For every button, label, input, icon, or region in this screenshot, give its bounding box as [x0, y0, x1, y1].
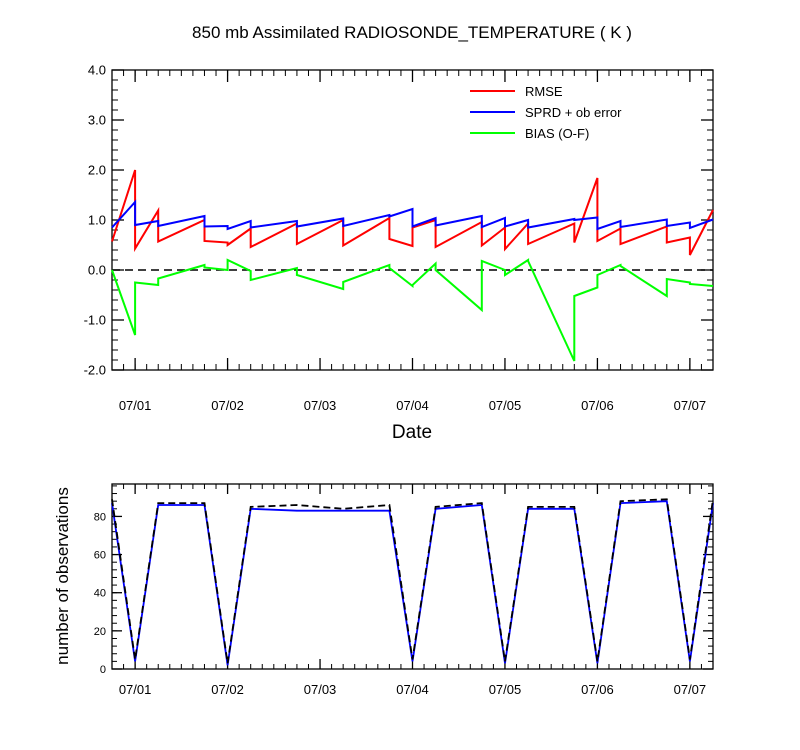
y-tick-label: 1.0: [88, 213, 106, 228]
y-axis-label: number of observations: [53, 487, 72, 665]
y-tick-label: 40: [94, 588, 106, 600]
x-tick-label: 07/04: [396, 398, 429, 413]
legend-label: BIAS (O-F): [525, 126, 589, 141]
y-tick-label: 60: [94, 550, 106, 562]
y-tick-label: 4.0: [88, 63, 106, 78]
series-line-bias-o-f: [111, 258, 714, 362]
x-tick-label: 07/06: [581, 682, 614, 697]
x-tick-label: 07/07: [674, 398, 707, 413]
x-axis-label: Date: [392, 422, 432, 443]
top-chart: 850 mb Assimilated RADIOSONDE_TEMPERATUR…: [84, 23, 714, 443]
bottom-chart: 80 60 40 20 0 07/01 07/02 07/03 07/04 07/05 07/06 0…: [53, 483, 714, 697]
x-tick-label: 07/07: [674, 682, 707, 697]
y-tick-label: 80: [94, 511, 106, 523]
x-tick-label: 07/01: [119, 398, 152, 413]
legend-label: SPRD + ob error: [525, 105, 622, 120]
x-tick-label: 07/03: [304, 398, 337, 413]
y-tick-label: -2.0: [84, 363, 106, 378]
y-tick-label: 2.0: [88, 163, 106, 178]
x-tick-label: 07/02: [211, 398, 244, 413]
y-tick-label: -1.0: [84, 313, 106, 328]
series-line-dashed: [111, 498, 714, 664]
x-tick-label: 07/05: [489, 682, 522, 697]
x-tick-label: 07/03: [304, 682, 337, 697]
y-tick-label: 0: [100, 664, 106, 676]
plot-frame: [111, 483, 714, 670]
series-line-sprd-ob-error: [111, 199, 714, 231]
x-tick-label: 07/04: [396, 682, 429, 697]
y-tick-label: 20: [94, 626, 106, 638]
x-tick-label: 07/02: [211, 682, 244, 697]
legend-label: RMSE: [525, 84, 563, 99]
chart-title: 850 mb Assimilated RADIOSONDE_TEMPERATUR…: [192, 23, 632, 42]
x-tick-label: 07/05: [489, 398, 522, 413]
series-line-rmse: [111, 169, 714, 256]
top-plot-area: 4.0 3.0 2.0 1.0 0.0 -1.0 -2.0 07/01 07/02 07/03 07…: [84, 63, 714, 413]
y-tick-label: 0.0: [88, 263, 106, 278]
y-tick-label: 3.0: [88, 113, 106, 128]
bottom-plot-area: 80 60 40 20 0 07/01 07/02 07/03 07/04 07/05 07/06 0…: [94, 483, 714, 697]
x-tick-label: 07/01: [119, 682, 152, 697]
x-tick-label: 07/06: [581, 398, 614, 413]
series-line-solid: [111, 500, 714, 666]
